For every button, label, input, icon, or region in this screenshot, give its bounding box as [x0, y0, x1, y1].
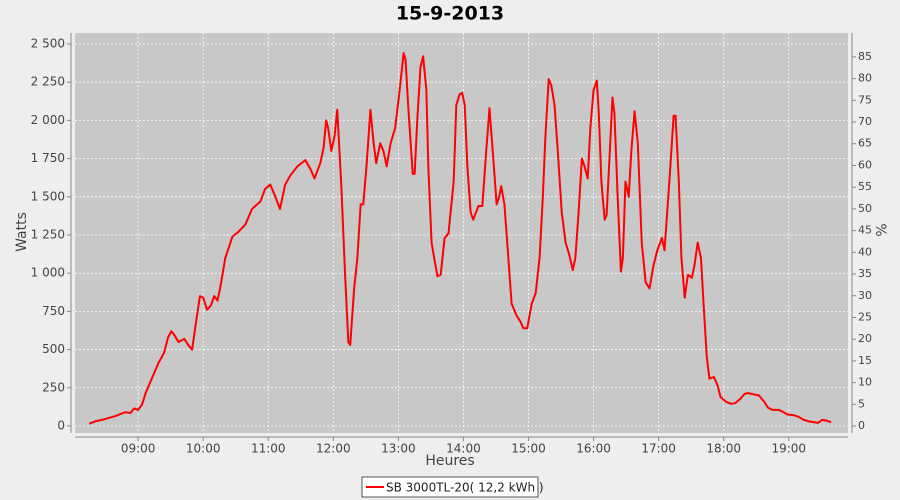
x-tick-label: 11:00 [251, 442, 286, 456]
chart-title: 15-9-2013 [396, 3, 504, 25]
y-tick-label: 2 000 [31, 113, 65, 127]
y2-tick-label: 30 [858, 289, 872, 302]
x-tick-label: 09:00 [121, 442, 156, 456]
x-tick-label: 19:00 [771, 442, 806, 456]
y2-tick-label: 80 [858, 72, 872, 85]
legend-label: SB 3000TL-20( 12,2 kWh ) [386, 481, 544, 495]
y2-tick-label: 65 [858, 137, 872, 150]
y2-tick-label: 15 [858, 354, 872, 367]
y2-tick-label: 60 [858, 158, 872, 171]
y2-tick-label: 5 [858, 397, 865, 410]
y2-axis-title: % [872, 223, 888, 236]
y2-tick-label: 50 [858, 202, 872, 215]
y2-tick-label: 70 [858, 115, 872, 128]
x-axis-title: Heures [425, 453, 474, 469]
y-tick-label: 500 [42, 342, 65, 356]
y-tick-label: 0 [57, 418, 65, 432]
y-tick-label: 250 [42, 380, 65, 394]
plot-area [75, 33, 848, 433]
y-tick-label: 1 500 [31, 189, 65, 203]
y-tick-label: 1 750 [31, 151, 65, 165]
y-tick-label: 750 [42, 304, 65, 318]
x-tick-label: 17:00 [641, 442, 676, 456]
x-tick-label: 10:00 [186, 442, 221, 456]
y2-tick-label: 85 [858, 50, 872, 63]
y2-tick-label: 45 [858, 224, 872, 237]
x-tick-label: 15:00 [511, 442, 546, 456]
x-tick-label: 13:00 [381, 442, 416, 456]
y2-tick-label: 25 [858, 310, 872, 323]
x-tick-label: 14:00 [446, 442, 481, 456]
y-tick-label: 1 250 [31, 227, 65, 241]
x-tick-label: 18:00 [706, 442, 741, 456]
y2-tick-label: 0 [858, 419, 865, 432]
y2-tick-label: 10 [858, 376, 872, 389]
y2-tick-label: 40 [858, 245, 872, 258]
y2-tick-label: 55 [858, 180, 872, 193]
series-line [88, 52, 832, 425]
y-tick-label: 2 500 [31, 37, 65, 51]
y-tick-label: 1 000 [31, 266, 65, 280]
y2-tick-label: 35 [858, 267, 872, 280]
x-tick-label: 12:00 [316, 442, 351, 456]
x-tick-label: 16:00 [576, 442, 611, 456]
y2-tick-label: 75 [858, 93, 872, 106]
legend-box [361, 476, 539, 498]
y-tick-label: 2 250 [31, 75, 65, 89]
y2-tick-label: 20 [858, 332, 872, 345]
y-axis-title: Watts [14, 212, 30, 252]
